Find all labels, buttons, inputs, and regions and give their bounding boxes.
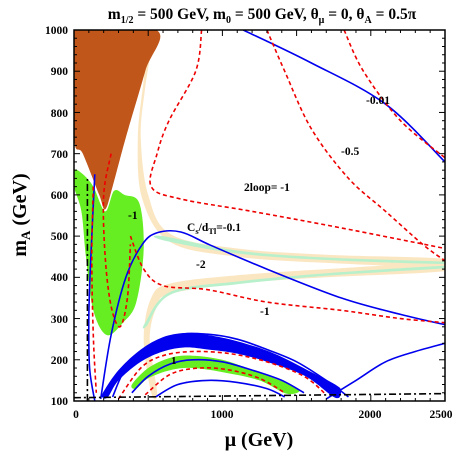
y-tick-label-700: 700 — [51, 149, 69, 161]
teal-band-upper — [153, 235, 445, 265]
teal-band-lower — [142, 265, 445, 329]
y-tick-label-500: 500 — [51, 231, 69, 243]
axis-ticks — [73, 29, 446, 402]
red-contour-r1_vert — [90, 186, 98, 393]
x-tick-label-0: 0 — [73, 409, 79, 421]
x-tick-label-1000: 1000 — [211, 409, 234, 421]
plot-frame — [73, 29, 446, 402]
contour-lines — [74, 30, 445, 401]
y-tick-label-400: 400 — [51, 272, 69, 284]
red-contour-r_right — [343, 30, 445, 159]
label-cs-dtl: Cs/dTl=-0.1 — [187, 222, 241, 236]
red-contour-r2 — [129, 235, 445, 324]
filled-regions — [74, 30, 445, 400]
contour-annotations: -0.01 -0.5 2loop= -1 -1 Cs/dTl=-0.1 -2 -… — [128, 95, 390, 367]
red-contour-r_low1 — [117, 350, 327, 400]
y-tick-label-800: 800 — [51, 108, 69, 120]
y-tick-label-900: 900 — [51, 66, 69, 78]
red-contour-r_low2 — [144, 366, 286, 396]
beige-band-upper — [137, 30, 445, 268]
label-one: 1 — [171, 355, 177, 367]
red-contour-r05 — [266, 30, 445, 262]
blue-contour-b1_inner — [131, 358, 305, 394]
red-contour-r_twoloop — [149, 30, 445, 250]
blue-contour-b01_main — [99, 230, 445, 400]
x-tick-label-2500: 2500 — [430, 409, 453, 421]
y-tick-labels: 100 200 300 400 500 600 700 800 900 1000 — [45, 25, 68, 408]
y-tick-label-1000: 1000 — [45, 25, 68, 37]
label-minus-0-5: -0.5 — [341, 146, 359, 158]
x-axis-label: μ (GeV) — [225, 429, 294, 451]
label-minus-0-01: -0.01 — [366, 95, 390, 107]
label-2loop: 2loop= -1 — [244, 182, 290, 194]
x-tick-labels: 0 1000 2000 2500 — [73, 409, 453, 421]
black-dashdot-horizontal — [74, 392, 445, 399]
y-tick-label-200: 200 — [51, 355, 69, 367]
label-minus-2: -2 — [196, 259, 206, 271]
y-tick-label-300: 300 — [51, 314, 69, 326]
blue-band-region — [101, 332, 342, 399]
x-tick-label-2000: 2000 — [359, 409, 382, 421]
brown-excluded-region — [74, 30, 161, 210]
blue-contour-b_lower — [155, 379, 286, 398]
label-minus-1-blue: -1 — [260, 306, 270, 318]
plot-area — [74, 30, 445, 401]
blue-contour-b1_outer — [111, 332, 349, 398]
blue-contour-b_right — [325, 342, 445, 400]
chart-title: m1/2 = 500 GeV, m0 = 500 GeV, θμ = 0, θA… — [108, 6, 417, 26]
y-axis-label: mA (GeV) — [9, 173, 33, 256]
blue-contour-b001 — [242, 30, 445, 163]
y-tick-label-100: 100 — [51, 396, 69, 408]
green-region-lower — [131, 355, 300, 395]
label-minus-1-left: -1 — [128, 210, 138, 222]
y-tick-label-600: 600 — [51, 190, 69, 202]
